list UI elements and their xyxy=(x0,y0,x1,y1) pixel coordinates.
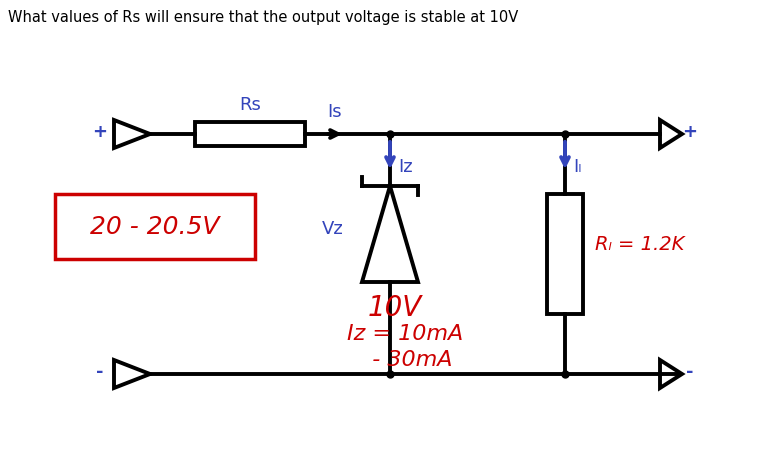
Text: Rₗ = 1.2K: Rₗ = 1.2K xyxy=(595,235,684,254)
Text: 10V: 10V xyxy=(368,294,422,322)
Text: Iz: Iz xyxy=(398,158,413,176)
Text: Iz = 10mA: Iz = 10mA xyxy=(347,324,463,344)
Text: +: + xyxy=(683,123,698,141)
Text: 20 - 20.5V: 20 - 20.5V xyxy=(90,215,220,238)
Text: Iₗ: Iₗ xyxy=(573,158,581,176)
Bar xyxy=(55,194,255,259)
Text: Vz: Vz xyxy=(322,220,344,238)
Text: What values of Rs will ensure that the output voltage is stable at 10V: What values of Rs will ensure that the o… xyxy=(8,10,519,25)
Text: +: + xyxy=(93,123,107,141)
Bar xyxy=(547,194,583,314)
Text: Is: Is xyxy=(328,103,342,121)
Text: -: - xyxy=(97,363,103,381)
Text: Rs: Rs xyxy=(239,96,261,114)
Text: - 30mA: - 30mA xyxy=(358,350,452,370)
Text: -: - xyxy=(686,363,694,381)
Bar xyxy=(195,122,305,146)
